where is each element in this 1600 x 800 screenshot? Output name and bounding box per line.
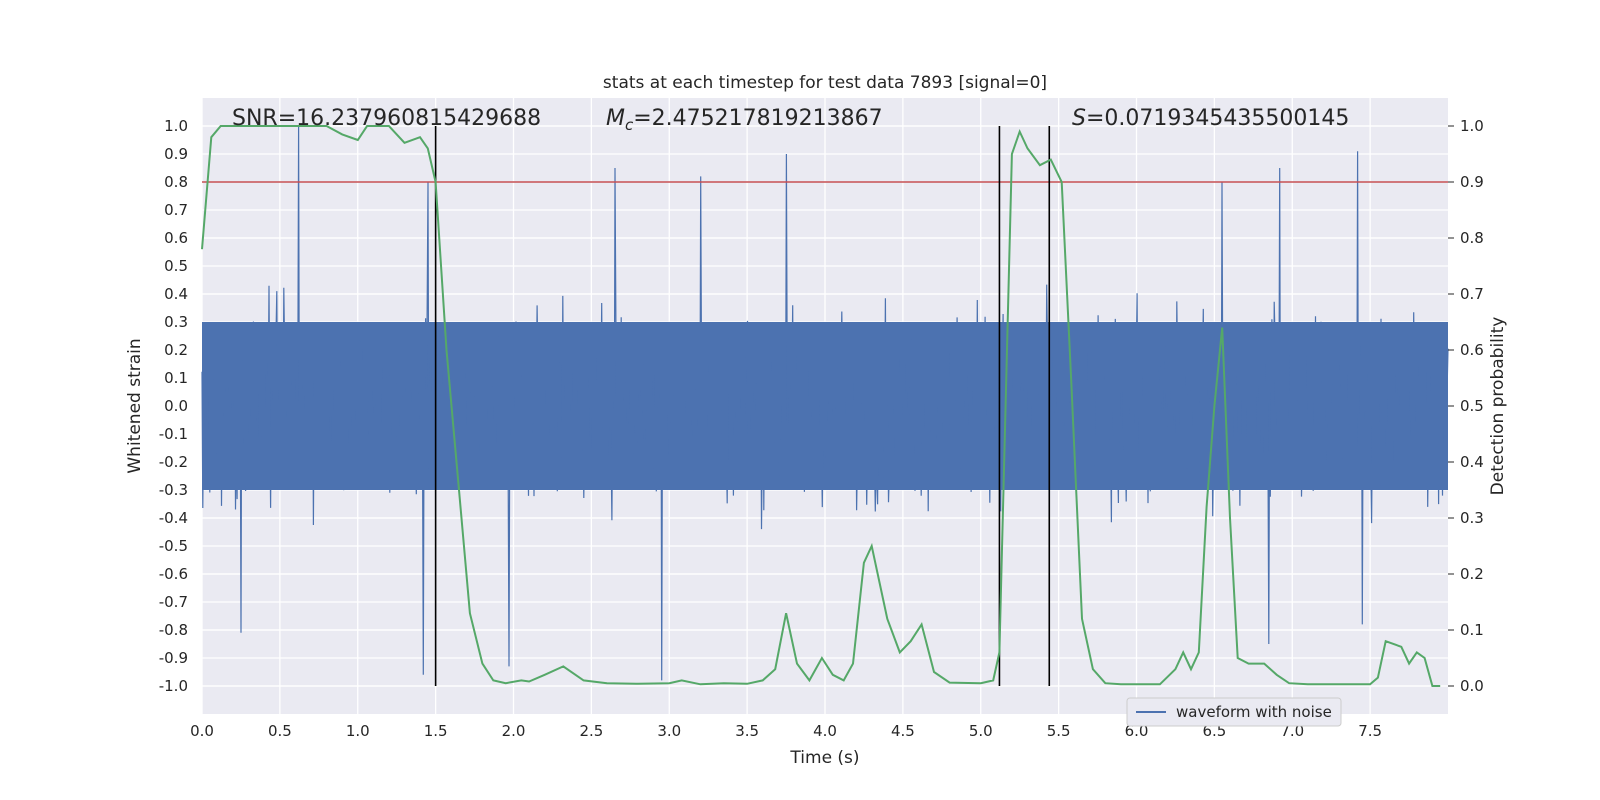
legend-box [1126, 697, 1342, 727]
y2-tick-label: 0.4 [1460, 453, 1484, 471]
y-tick-label: 1.0 [164, 117, 188, 135]
y-tick-label: 0.2 [164, 341, 188, 359]
s-annotation: S=0.0719345435500145 [1072, 106, 1349, 131]
y2-tick-label: 0.8 [1460, 229, 1484, 247]
y2-tick-label: 0.5 [1460, 397, 1484, 415]
x-tick-label: 3.0 [657, 722, 681, 740]
y-tick-label: -0.7 [159, 593, 188, 611]
y-axis-ticks: 1.0 0.9 0.8 0.7 0.6 0.5 0.4 0.3 0.2 0.1 0.0 -0.1 -0.… [159, 117, 188, 695]
y-tick-label: -0.9 [159, 649, 188, 667]
chirp-mass-symbol: M [606, 106, 625, 131]
s-symbol: S [1072, 106, 1086, 131]
y2-tick-label: 0.6 [1460, 341, 1484, 359]
chart-title: stats at each timestep for test data 789… [603, 73, 1047, 93]
y-tick-label: -0.3 [159, 481, 188, 499]
x-tick-label: 3.5 [735, 722, 759, 740]
y2-axis-label: Detection probability [1488, 317, 1508, 496]
x-tick-label: 7.5 [1358, 722, 1382, 740]
x-axis-label: Time (s) [789, 748, 859, 768]
y-tick-label: 0.7 [164, 201, 188, 219]
x-tick-label: 1.5 [424, 722, 448, 740]
snr-annotation: SNR=16.237960815429688 [232, 106, 541, 131]
y2-tick-label: 0.3 [1460, 509, 1484, 527]
y-tick-label: -0.2 [159, 453, 188, 471]
x-tick-label: 2.0 [502, 722, 526, 740]
vertical-markers [434, 126, 1051, 686]
waveform-series [201, 125, 1449, 681]
y2-tick-label: 0.7 [1460, 285, 1484, 303]
x-tick-label: 0.5 [268, 722, 292, 740]
y-tick-label: 0.0 [164, 397, 188, 415]
x-tick-label: 2.5 [579, 722, 603, 740]
y2-tick-label: 0.0 [1460, 677, 1484, 695]
legend: waveform with noise [1126, 697, 1342, 727]
probability-series [201, 125, 1441, 687]
y2-tick-label: 0.2 [1460, 565, 1484, 583]
x-tick-label: 1.0 [346, 722, 370, 740]
x-tick-label: 4.0 [813, 722, 837, 740]
y-tick-label: -0.5 [159, 537, 188, 555]
x-tick-label: 5.0 [969, 722, 993, 740]
x-tick-label: 5.5 [1047, 722, 1071, 740]
y-tick-label: 0.3 [164, 313, 188, 331]
y-axis-label: Whitened strain [125, 338, 145, 473]
legend-label: waveform with noise [1176, 703, 1332, 721]
probability-line [201, 125, 1441, 687]
y-tick-label: 0.4 [164, 285, 188, 303]
y-tick-label: -0.4 [159, 509, 188, 527]
y-tick-label: 0.8 [164, 173, 188, 191]
chirp-mass-annotation: Mc=2.475217819213867 [606, 106, 883, 134]
waveform-line [201, 125, 1449, 681]
x-tick-label: 0.0 [190, 722, 214, 740]
y-tick-label: -0.6 [159, 565, 188, 583]
y-tick-label: 0.1 [164, 369, 188, 387]
y2-axis-ticks: 1.0 0.9 0.8 0.7 0.6 0.5 0.4 0.3 0.2 0.1 0.0 [1448, 117, 1484, 695]
y-tick-label: 0.6 [164, 229, 188, 247]
y-tick-label: -1.0 [159, 677, 188, 695]
y2-tick-label: 1.0 [1460, 117, 1484, 135]
y-tick-label: 0.5 [164, 257, 188, 275]
y-tick-label: -0.8 [159, 621, 188, 639]
x-tick-label: 4.5 [891, 722, 915, 740]
y2-tick-label: 0.1 [1460, 621, 1484, 639]
y2-tick-label: 0.9 [1460, 173, 1484, 191]
s-value: =0.0719345435500145 [1086, 106, 1349, 131]
y-tick-label: 0.9 [164, 145, 188, 163]
y-tick-label: -0.1 [159, 425, 188, 443]
chirp-mass-value: =2.475217819213867 [633, 106, 882, 131]
chirp-mass-subscript: c [625, 116, 634, 134]
